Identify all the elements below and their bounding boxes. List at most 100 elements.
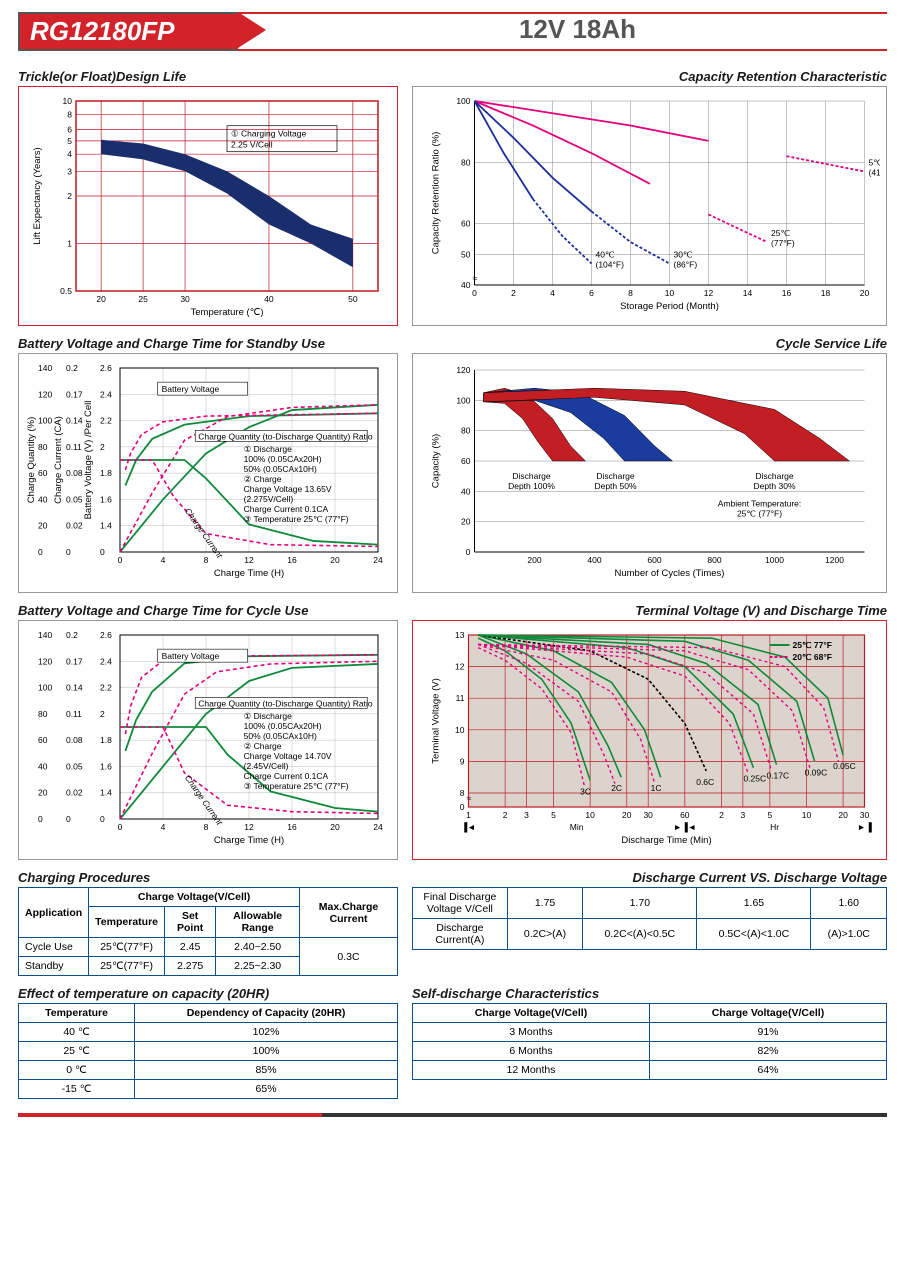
svg-text:Battery Voltage: Battery Voltage [162,384,220,394]
chart3: 0481216202402040608010012014000.020.050.… [18,353,398,593]
svg-text:Charge Current 0.1CA: Charge Current 0.1CA [244,504,329,514]
svg-text:100: 100 [456,96,470,106]
svg-text:10: 10 [455,725,465,735]
svg-text:Depth 30%: Depth 30% [753,481,795,491]
svg-text:0.09C: 0.09C [805,767,828,777]
table-charging: Application Charge Voltage(V/Cell) Max.C… [18,887,398,976]
svg-text:2.2: 2.2 [100,683,112,693]
svg-text:Charge Current 0.1CA: Charge Current 0.1CA [244,771,329,781]
svg-text:25℃ (77°F): 25℃ (77°F) [737,509,782,519]
svg-text:Charge Voltage 13.65V: Charge Voltage 13.65V [244,484,332,494]
svg-text:1.4: 1.4 [100,521,112,531]
svg-text:(41°F): (41°F) [869,168,881,178]
svg-text:40: 40 [264,294,274,304]
td: 25℃(77°F) [89,957,165,976]
svg-text:0.02: 0.02 [66,788,83,798]
svg-text:Depth 100%: Depth 100% [508,481,555,491]
svg-text:① Discharge: ① Discharge [244,711,293,721]
svg-text:100% (0.05CAx20H): 100% (0.05CAx20H) [244,454,322,464]
chart2: 0246810121416182040506080100≈5℃(41°F)25℃… [412,86,887,326]
svg-text:0.2: 0.2 [66,363,78,373]
svg-text:2.6: 2.6 [100,363,112,373]
svg-text:▐◄: ▐◄ [461,822,475,833]
svg-text:Ambient Temperature:: Ambient Temperature: [718,499,801,509]
svg-text:Storage Period (Month): Storage Period (Month) [620,301,719,312]
svg-text:5: 5 [67,136,72,146]
td: 1.60 [811,888,887,919]
td: 0.5C<(A)<1.0C [697,919,811,950]
svg-text:0.2: 0.2 [66,630,78,640]
svg-text:60: 60 [461,219,471,229]
svg-text:Charge Voltage 14.70V: Charge Voltage 14.70V [244,751,332,761]
svg-text:40: 40 [461,486,471,496]
svg-text:60: 60 [680,810,690,820]
svg-text:Temperature (℃): Temperature (℃) [191,307,264,318]
svg-text:16: 16 [782,288,792,298]
td: 2.25~2.30 [216,957,300,976]
table-self-title: Self-discharge Characteristics [412,986,887,1001]
th: Allowable Range [216,907,300,938]
svg-text:20: 20 [330,555,340,565]
svg-text:20: 20 [622,810,632,820]
svg-text:0: 0 [460,802,465,812]
svg-text:25℃ 77°F: 25℃ 77°F [793,640,832,650]
svg-text:1: 1 [67,239,72,249]
svg-text:►▐: ►▐ [857,822,872,833]
td: 0.2C>(A) [507,919,582,950]
svg-text:30: 30 [643,810,653,820]
svg-text:Discharge: Discharge [755,471,794,481]
svg-text:3: 3 [67,166,72,176]
svg-text:4: 4 [161,822,166,832]
svg-text:0: 0 [38,814,43,824]
svg-text:40: 40 [461,280,471,290]
svg-text:8: 8 [460,788,465,798]
svg-text:Discharge: Discharge [596,471,635,481]
svg-text:2: 2 [511,288,516,298]
td: 1.70 [583,888,697,919]
svg-text:1.8: 1.8 [100,468,112,478]
svg-text:0.11: 0.11 [66,709,82,719]
td: Cycle Use [19,938,89,957]
svg-text:0: 0 [38,547,43,557]
svg-text:18: 18 [821,288,831,298]
svg-text:8: 8 [67,109,72,119]
model-badge: RG12180FP [18,12,238,51]
svg-text:20: 20 [38,521,48,531]
svg-text:Lift Expectancy (Years): Lift Expectancy (Years) [32,147,43,244]
svg-text:1.6: 1.6 [100,494,112,504]
svg-text:(2.45V/Cell): (2.45V/Cell) [244,761,289,771]
footer-bar [18,1113,887,1117]
th: Application [19,888,89,938]
svg-text:0.6C: 0.6C [696,777,714,787]
header: RG12180FP 12V 18Ah [18,12,887,51]
svg-text:1.4: 1.4 [100,788,112,798]
svg-text:8: 8 [204,822,209,832]
svg-text:Hr: Hr [770,822,779,832]
svg-text:Capacity Retention Ratio (%): Capacity Retention Ratio (%) [431,132,442,255]
svg-text:≈: ≈ [473,273,478,283]
th: Temperature [89,907,165,938]
svg-text:2: 2 [503,810,508,820]
svg-text:0.08: 0.08 [66,468,83,478]
svg-text:0: 0 [472,288,477,298]
svg-text:③ Temperature 25℃ (77°F): ③ Temperature 25℃ (77°F) [244,514,349,524]
svg-text:0: 0 [118,822,123,832]
svg-text:120: 120 [38,656,52,666]
svg-text:140: 140 [38,363,52,373]
svg-text:16: 16 [287,555,297,565]
svg-text:10: 10 [585,810,595,820]
chart4-title: Cycle Service Life [412,336,887,351]
svg-text:120: 120 [456,365,470,375]
table-self: Charge Voltage(V/Cell)Charge Voltage(V/C… [412,1003,887,1080]
svg-text:1000: 1000 [765,555,784,565]
svg-text:0.14: 0.14 [66,416,83,426]
svg-text:Charge Quantity (to-Discharge: Charge Quantity (to-Discharge Quantity) … [198,431,373,441]
svg-text:② Charge: ② Charge [244,474,282,484]
svg-text:Charge Current (CA): Charge Current (CA) [53,416,64,504]
td: 1.65 [697,888,811,919]
svg-text:2.4: 2.4 [100,389,112,399]
svg-text:Depth 50%: Depth 50% [594,481,636,491]
svg-text:2: 2 [100,442,105,452]
svg-text:2: 2 [100,709,105,719]
svg-text:14: 14 [743,288,753,298]
